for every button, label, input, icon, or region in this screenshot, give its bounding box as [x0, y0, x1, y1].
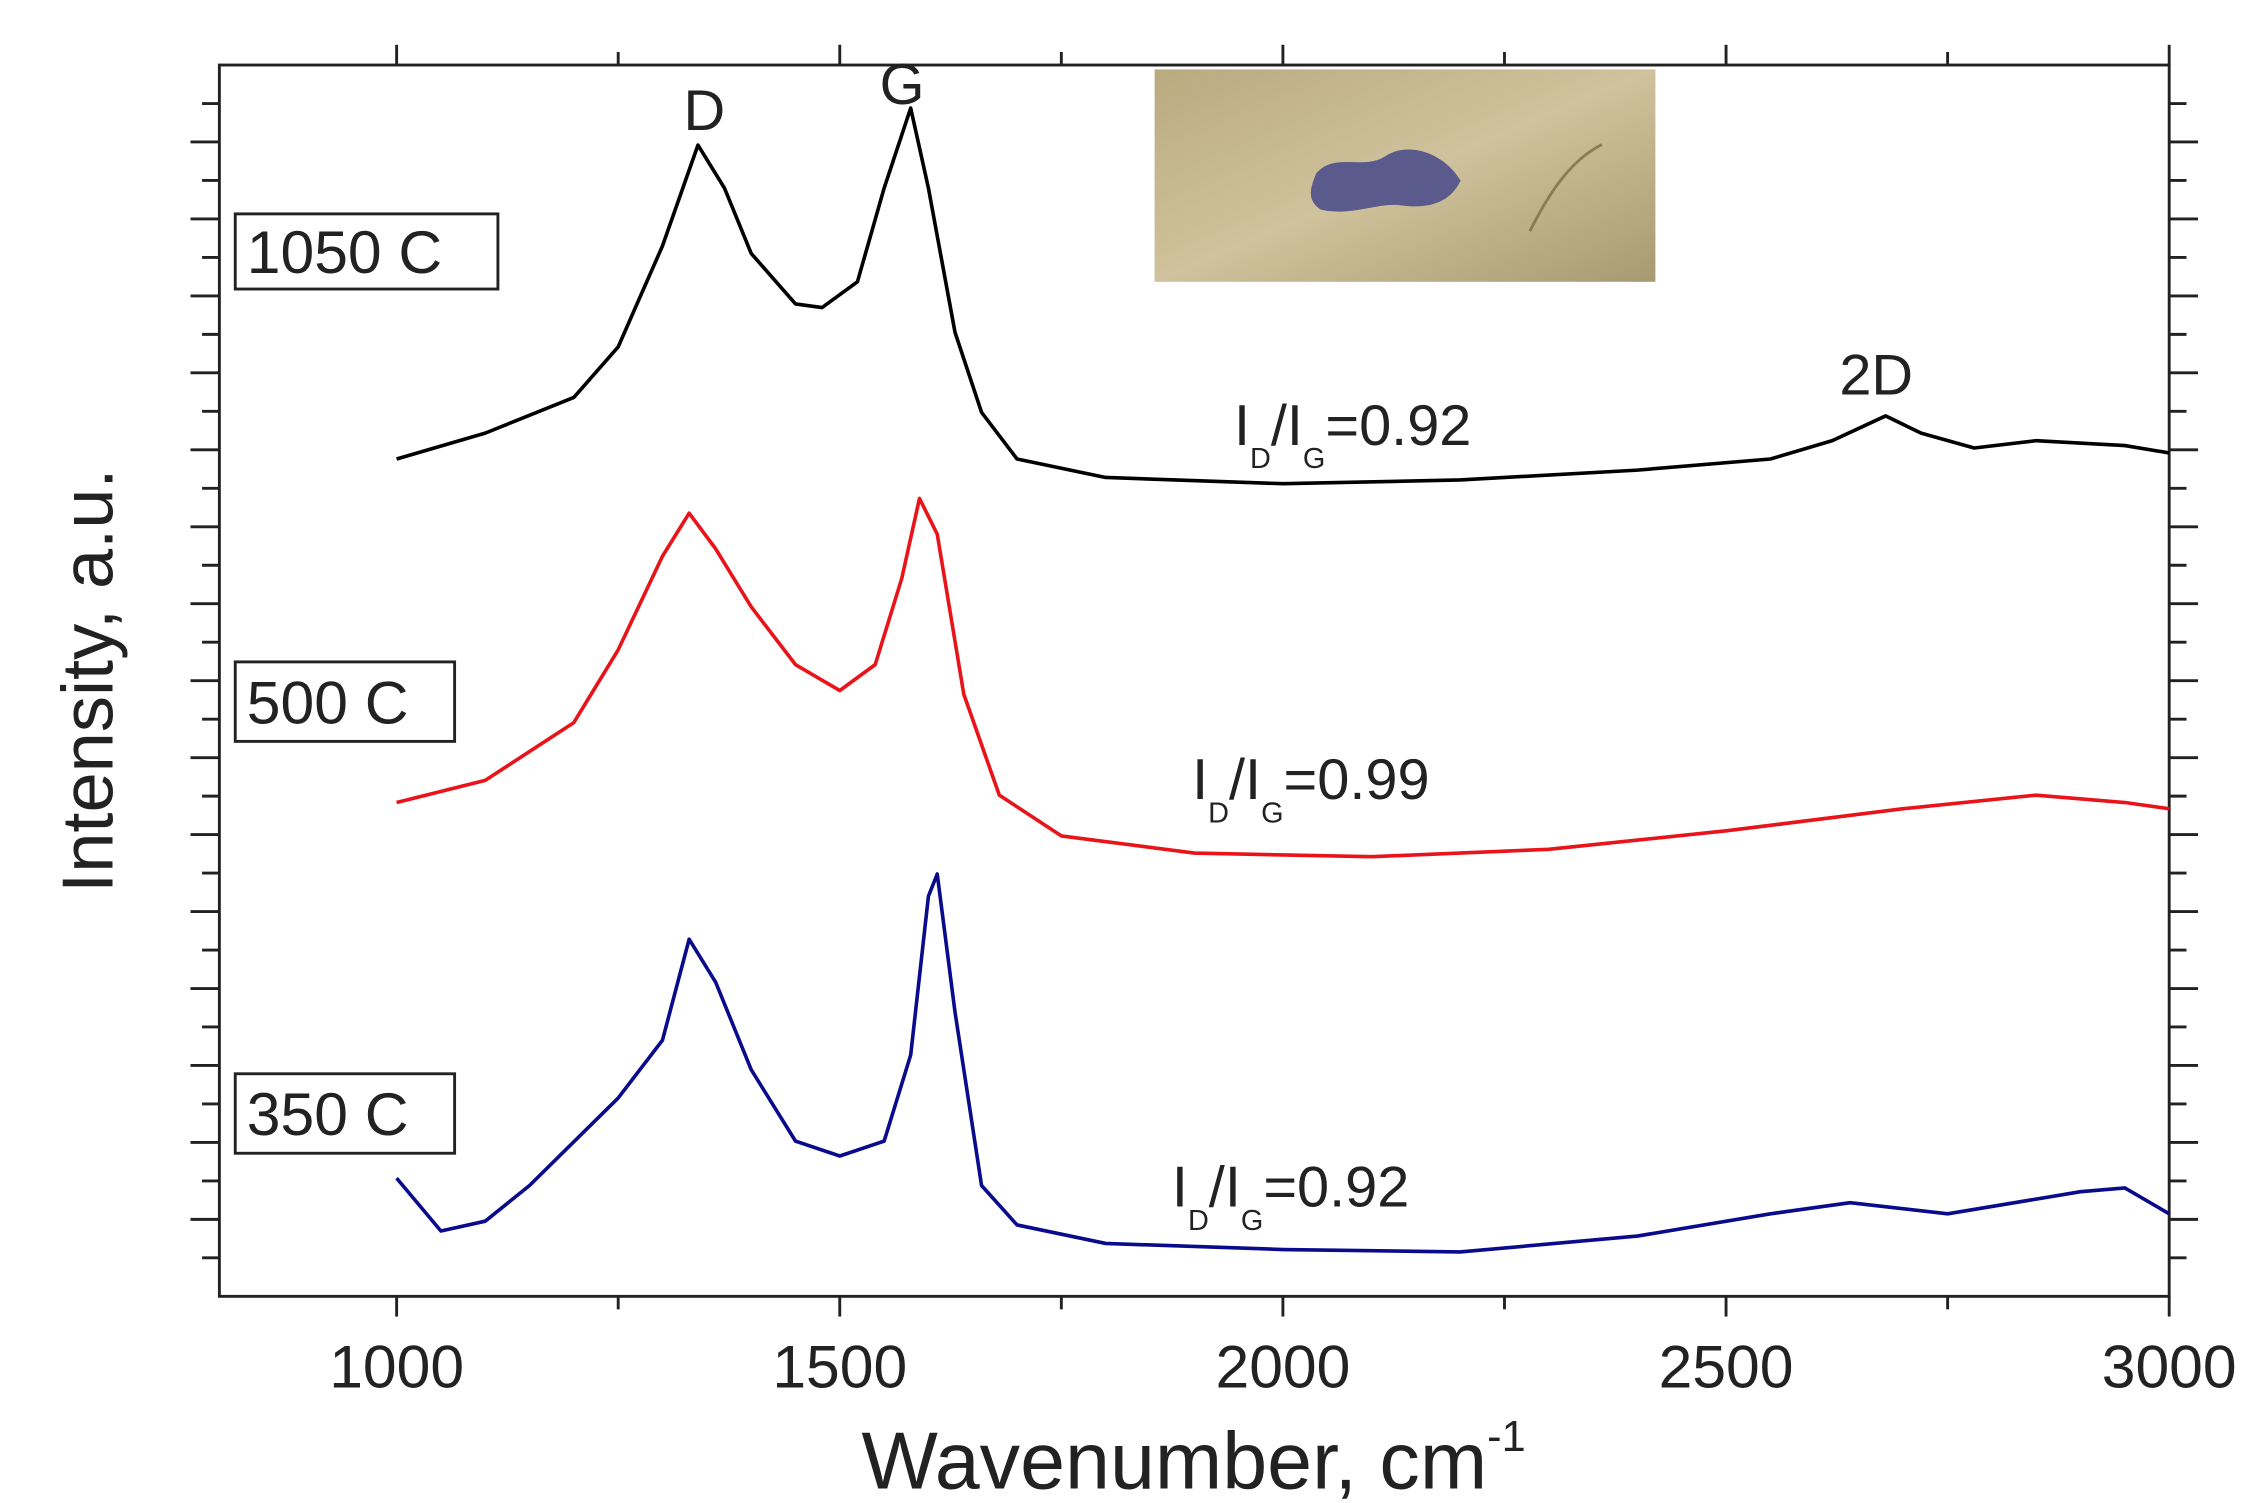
peak-label: 2D	[1839, 344, 1913, 408]
ratio-label: ID/IG=0.99	[1192, 748, 1429, 829]
ratio-label: ID/IG=0.92	[1172, 1156, 1409, 1237]
ratio-text: /I	[1271, 394, 1303, 458]
x-axis-label-main: Wavenumber, cm	[861, 1416, 1487, 1503]
x-tick-label: 3000	[2102, 1332, 2237, 1400]
peak-label: D	[683, 79, 725, 143]
ratio-text: /I	[1209, 1156, 1241, 1220]
ratio-text: =0.99	[1284, 748, 1430, 812]
peak-label: G	[880, 53, 925, 117]
legend-box	[233, 660, 457, 743]
ratio-text: I	[1172, 1156, 1188, 1220]
ratio-subscript: G	[1303, 443, 1325, 475]
ratio-text: /I	[1229, 748, 1261, 812]
y-axis-label: Intensity, a.u.	[49, 468, 129, 892]
spectrum-line	[396, 496, 2170, 859]
y-minor-ticks	[190, 102, 2199, 1260]
ratio-text: =0.92	[1263, 1156, 1409, 1220]
ratio-text: I	[1234, 394, 1250, 458]
legend-label: 500 C	[247, 668, 409, 736]
x-axis-label-sup: -1	[1487, 1413, 1525, 1461]
ratio-subscript: G	[1261, 797, 1283, 829]
inset-photo	[1154, 69, 1656, 282]
x-tick-label: 1000	[329, 1332, 464, 1400]
legend-box	[233, 212, 500, 291]
legend-box	[233, 1072, 457, 1155]
spectrum-line	[395, 872, 2171, 1254]
ratio-subscript: D	[1208, 797, 1229, 829]
x-tick-label: 2000	[1216, 1332, 1351, 1400]
ratio-text: I	[1192, 748, 1208, 812]
ratio-subscript: D	[1188, 1205, 1209, 1237]
x-tick-label: 2500	[1659, 1332, 1794, 1400]
ratio-text: =0.92	[1325, 394, 1471, 458]
ratio-label: ID/IG=0.92	[1234, 394, 1471, 475]
x-axis-label: Wavenumber, cm-1	[861, 1413, 1525, 1503]
spectrum-line	[396, 106, 2170, 486]
ratio-subscript: G	[1241, 1205, 1263, 1237]
x-tick-label: 1500	[772, 1332, 907, 1400]
legend-label: 1050 C	[247, 218, 442, 286]
ratio-subscript: D	[1250, 443, 1271, 475]
legend-label: 350 C	[247, 1080, 409, 1148]
